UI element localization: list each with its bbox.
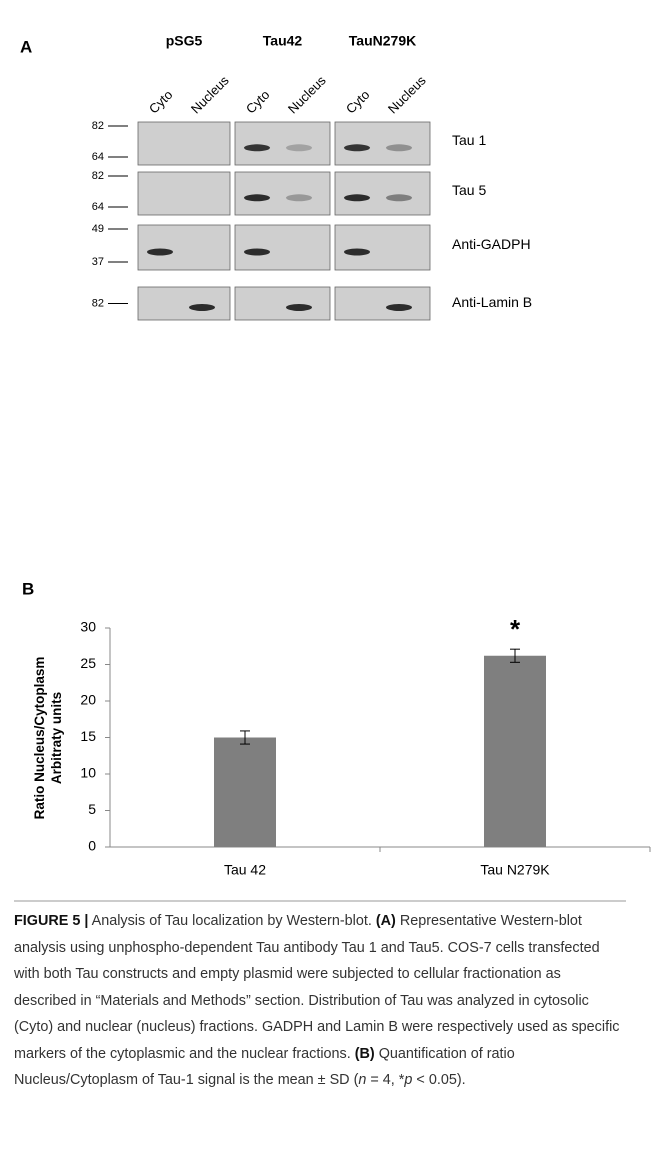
band bbox=[244, 194, 270, 201]
mw-marker: 64 bbox=[92, 201, 104, 213]
band bbox=[286, 144, 312, 151]
caption-text: < 0.05). bbox=[412, 1072, 465, 1088]
mw-marker: 82 bbox=[92, 170, 104, 182]
blot bbox=[138, 287, 230, 320]
column-header: Tau42 bbox=[263, 33, 303, 49]
band bbox=[189, 304, 215, 311]
y-tick-label: 15 bbox=[80, 728, 96, 744]
lane-label: Nucleus bbox=[285, 72, 329, 116]
mw-marker: 82 bbox=[92, 120, 104, 132]
panel-label: B bbox=[22, 579, 34, 598]
y-tick-label: 20 bbox=[80, 692, 96, 708]
band bbox=[386, 304, 412, 311]
caption-text: = 4, * bbox=[366, 1072, 404, 1088]
caption-text: Representative Western-blot analysis usi… bbox=[14, 913, 619, 1062]
annotation: * bbox=[510, 614, 521, 644]
band bbox=[386, 194, 412, 201]
blot bbox=[235, 225, 330, 270]
mw-marker: 82 bbox=[92, 297, 104, 309]
lane-label: Cyto bbox=[243, 87, 273, 117]
band bbox=[286, 304, 312, 311]
blot bbox=[235, 287, 330, 320]
figure: A B pSG5 Cyto Nucleus Tau42 Cyto Nucleus TauN2… bbox=[0, 0, 656, 1170]
lane-label: Cyto bbox=[343, 87, 373, 117]
bar bbox=[214, 738, 276, 848]
lane-label: Cyto bbox=[146, 87, 176, 117]
band bbox=[244, 144, 270, 151]
bar bbox=[484, 656, 546, 847]
band bbox=[147, 249, 173, 256]
mw-marker: 64 bbox=[92, 151, 104, 163]
band bbox=[344, 249, 370, 256]
lane-label: Nucleus bbox=[188, 72, 232, 116]
mw-marker: 37 bbox=[92, 256, 104, 268]
caption-text: FIGURE 5 | bbox=[14, 913, 88, 929]
panel-label: A bbox=[20, 37, 32, 56]
lane-label: Nucleus bbox=[385, 72, 429, 116]
band bbox=[344, 194, 370, 201]
blot bbox=[138, 225, 230, 270]
mw-marker: 49 bbox=[92, 223, 104, 235]
y-tick-label: 30 bbox=[80, 619, 96, 635]
caption-text: (A) bbox=[376, 913, 396, 929]
blot bbox=[138, 172, 230, 215]
y-axis-label-line: Ratio Nucleus/Cytoplasm bbox=[32, 657, 47, 820]
blot bbox=[335, 172, 430, 215]
blot bbox=[138, 122, 230, 165]
caption-text: (B) bbox=[355, 1046, 375, 1062]
blot bbox=[335, 225, 430, 270]
x-tick-label: Tau N279K bbox=[480, 862, 550, 878]
antibody-label: Tau 5 bbox=[452, 182, 486, 198]
band bbox=[244, 249, 270, 256]
column-header: TauN279K bbox=[349, 33, 416, 49]
y-tick-label: 10 bbox=[80, 765, 96, 781]
band bbox=[286, 194, 312, 201]
blot bbox=[235, 122, 330, 165]
blot bbox=[335, 122, 430, 165]
antibody-label: Anti-GADPH bbox=[452, 236, 531, 252]
blot bbox=[335, 287, 430, 320]
y-tick-label: 25 bbox=[80, 655, 96, 671]
band bbox=[344, 144, 370, 151]
caption-text: Analysis of Tau localization by Western-… bbox=[88, 913, 375, 929]
figure-panels: A B pSG5 Cyto Nucleus Tau42 Cyto Nucleus TauN2… bbox=[0, 0, 656, 895]
x-tick-label: Tau 42 bbox=[224, 862, 266, 878]
antibody-label: Tau 1 bbox=[452, 132, 486, 148]
y-tick-label: 0 bbox=[88, 838, 96, 854]
band bbox=[386, 144, 412, 151]
antibody-label: Anti-Lamin B bbox=[452, 294, 532, 310]
column-header: pSG5 bbox=[166, 33, 203, 49]
caption: FIGURE 5 | Analysis of Tau localization … bbox=[14, 900, 626, 1094]
y-axis-label-line: Arbitraty units bbox=[49, 692, 64, 784]
y-tick-label: 5 bbox=[88, 801, 96, 817]
blot bbox=[235, 172, 330, 215]
